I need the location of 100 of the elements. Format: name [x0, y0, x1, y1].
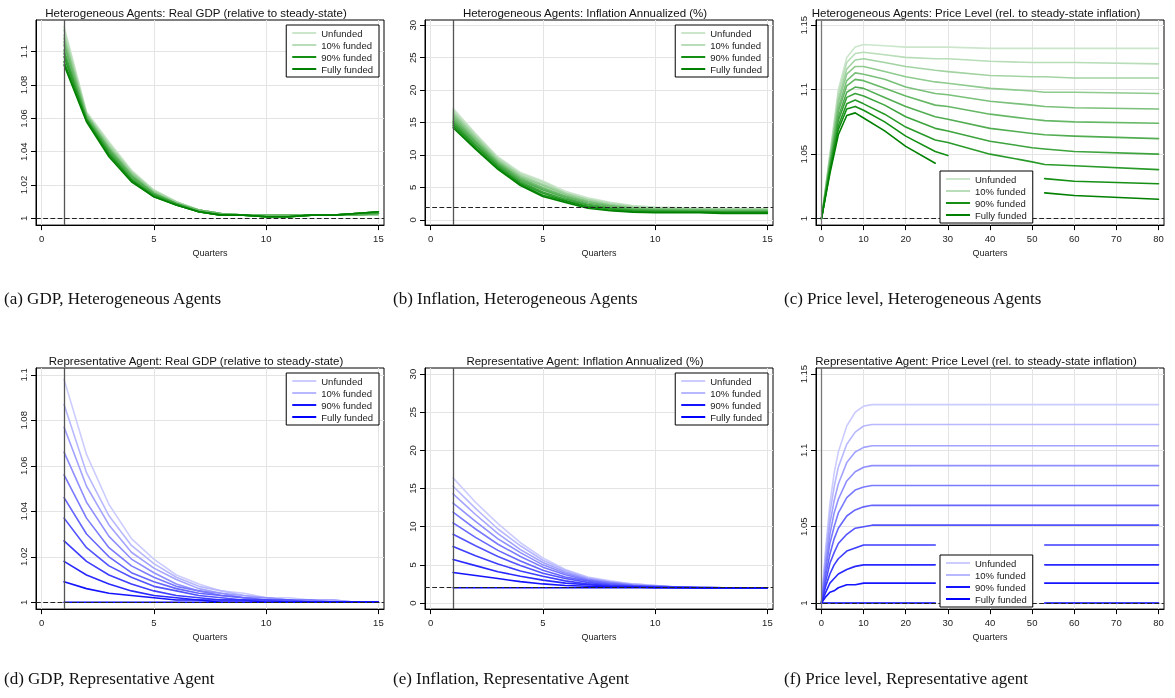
x-tick-label: 30 — [942, 232, 954, 244]
x-tick-label: 10 — [858, 616, 869, 628]
x-axis-title: Quarters — [972, 631, 1008, 642]
y-tick-label: 1.1 — [797, 83, 809, 97]
y-tick-label: 25 — [406, 406, 418, 418]
x-tick-label: 80 — [1153, 616, 1164, 628]
text: (c) Price level, Heterogeneous Agents — [784, 288, 1043, 310]
x-tick-label: 70 — [1111, 232, 1122, 244]
y-tick-label: 1.15 — [797, 15, 809, 35]
x-tick-label: 5 — [151, 232, 157, 244]
chart-title: Heterogeneous Agents: Real GDP (relative to steady-state) — [45, 7, 347, 19]
legend-label: 90% funded — [710, 51, 761, 63]
y-tick-label: 1.06 — [17, 456, 29, 476]
legend-label: 90% funded — [975, 581, 1026, 593]
x-tick-label: 70 — [1111, 616, 1122, 628]
legend-label: 10% funded — [710, 39, 761, 51]
x-tick-label: 5 — [540, 232, 546, 244]
x-tick-label: 10 — [649, 232, 661, 244]
y-tick-label: 1.08 — [17, 411, 29, 430]
y-tick-label: 25 — [406, 52, 418, 63]
y-tick-label: 1.1 — [17, 45, 29, 59]
x-tick-label: 15 — [762, 232, 773, 244]
x-tick-label: 40 — [984, 232, 996, 244]
legend-label: 90% funded — [710, 399, 761, 411]
legend-label: Fully funded — [321, 411, 374, 423]
legend-label: 90% funded — [321, 51, 372, 63]
chart-title: Representative Agent: Real GDP (relative to steady-state) — [48, 355, 344, 367]
y-tick-label: 1.02 — [17, 547, 29, 567]
x-tick-label: 0 — [818, 232, 825, 244]
y-tick-label: 15 — [406, 483, 418, 494]
text: (b) Inflation, Heterogeneous Agents — [393, 288, 639, 310]
legend-label: Unfunded — [321, 375, 363, 387]
chart-title: Representative Agent: Price Level (rel. to steady-state inflation) — [815, 355, 1137, 367]
x-tick-label: 10 — [858, 232, 869, 244]
x-tick-label: 10 — [260, 616, 272, 628]
x-tick-label: 30 — [942, 616, 954, 628]
y-tick-label: 1.1 — [17, 368, 29, 382]
y-tick-label: 1.15 — [797, 364, 809, 384]
legend-label: Unfunded — [975, 557, 1017, 569]
chart-title: Heterogeneous Agents: Price Level (rel. to steady-state inflation) — [811, 7, 1141, 19]
x-tick-label: 15 — [373, 616, 384, 628]
x-axis-title: Quarters — [581, 247, 617, 258]
x-tick-label: 15 — [373, 232, 384, 244]
legend-label: Fully funded — [710, 63, 763, 75]
y-tick-label: 1.08 — [17, 75, 29, 95]
legend-label: Fully funded — [975, 209, 1027, 221]
x-tick-label: 80 — [1153, 232, 1164, 244]
x-tick-label: 5 — [540, 616, 546, 628]
y-tick-label: 1.05 — [797, 517, 809, 536]
y-tick-label: 5 — [406, 562, 418, 568]
legend-label: Fully funded — [975, 593, 1027, 605]
x-tick-label: 5 — [151, 616, 157, 628]
legend-label: 10% funded — [975, 569, 1026, 581]
x-tick-label: 10 — [649, 616, 661, 628]
x-tick-label: 40 — [984, 616, 996, 628]
y-tick-label: 1 — [797, 600, 809, 606]
x-tick-label: 0 — [427, 232, 434, 244]
x-axis-title: Quarters — [972, 247, 1008, 258]
x-tick-label: 0 — [427, 616, 434, 628]
legend-label: 90% funded — [321, 399, 372, 411]
x-tick-label: 0 — [38, 232, 45, 244]
y-tick-label: 0 — [406, 217, 418, 223]
y-tick-label: 15 — [406, 117, 418, 128]
y-tick-label: 10 — [406, 149, 418, 161]
legend-label: 10% funded — [321, 387, 372, 399]
y-tick-label: 30 — [406, 368, 418, 380]
legend-label: Unfunded — [710, 27, 752, 39]
y-tick-label: 1.02 — [17, 175, 29, 195]
y-tick-label: 1 — [797, 216, 809, 222]
legend-label: Fully funded — [321, 63, 374, 75]
text: (a) GDP, Heterogeneous Agents — [4, 288, 223, 310]
x-tick-label: 10 — [260, 232, 272, 244]
text: (e) Inflation, Representative Agent — [393, 668, 631, 690]
y-tick-label: 1.04 — [17, 502, 29, 521]
legend-label: Fully funded — [710, 411, 763, 423]
x-axis-title: Quarters — [581, 631, 617, 642]
y-tick-label: 1.1 — [797, 443, 809, 458]
legend-label: Unfunded — [710, 375, 752, 387]
x-tick-label: 20 — [900, 232, 912, 244]
legend-label: Unfunded — [975, 173, 1017, 185]
legend-label: Unfunded — [321, 27, 363, 39]
legend-label: 10% funded — [710, 387, 761, 399]
x-tick-label: 20 — [900, 616, 912, 628]
y-tick-label: 1 — [17, 215, 29, 222]
y-tick-label: 1.04 — [17, 142, 29, 161]
chart-title: Representative Agent: Inflation Annualized (%) — [466, 355, 704, 367]
y-tick-label: 5 — [406, 184, 418, 191]
legend-label: 90% funded — [975, 197, 1026, 209]
x-tick-label: 50 — [1026, 232, 1038, 244]
y-tick-label: 0 — [406, 600, 418, 606]
x-tick-label: 50 — [1026, 616, 1038, 628]
y-tick-label: 30 — [406, 19, 418, 31]
x-tick-label: 60 — [1068, 232, 1080, 244]
x-axis-title: Quarters — [192, 631, 228, 642]
y-tick-label: 1.06 — [17, 109, 29, 128]
chart-title: Heterogeneous Agents: Inflation Annualized (%) — [462, 7, 708, 19]
x-axis-title: Quarters — [192, 247, 228, 258]
y-tick-label: 20 — [406, 84, 418, 96]
y-tick-label: 1.05 — [797, 144, 809, 164]
y-tick-label: 10 — [406, 521, 418, 532]
